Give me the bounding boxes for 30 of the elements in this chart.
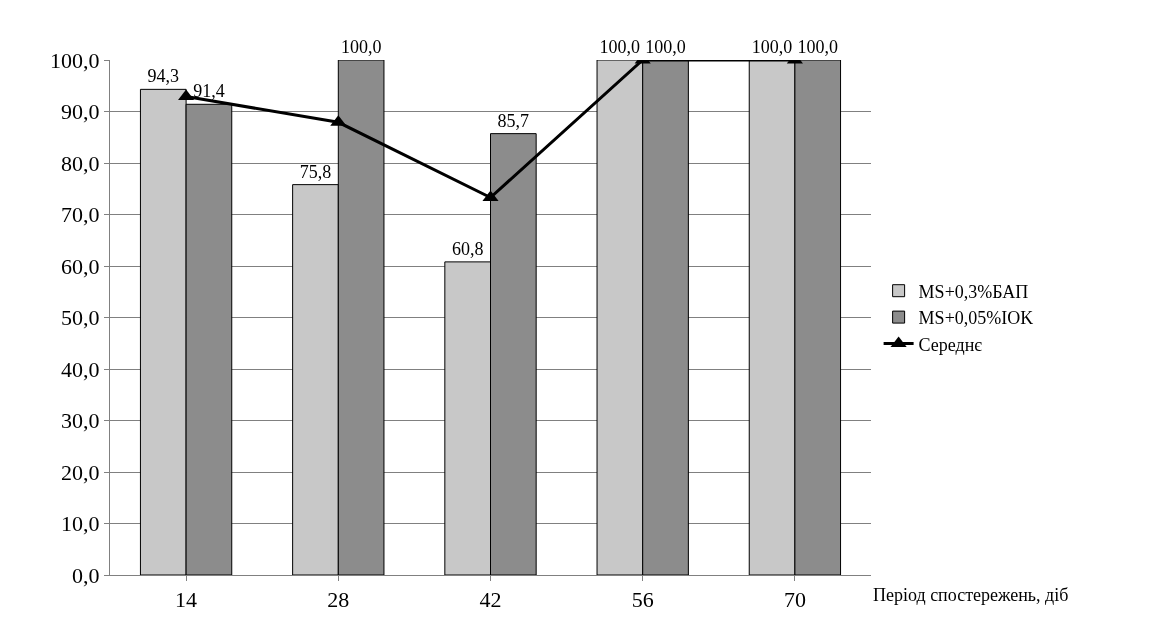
x-tick-label: 56 bbox=[631, 587, 654, 613]
legend-label: MS+0,05%IOK bbox=[918, 308, 1034, 329]
y-tick-label: 50,0 bbox=[61, 305, 100, 331]
x-tick-label: 42 bbox=[479, 587, 502, 613]
data-label: 100,0 bbox=[599, 37, 641, 57]
y-tick-label: 70,0 bbox=[61, 202, 100, 228]
y-tick-label: 40,0 bbox=[61, 356, 100, 382]
y-tick-label: 60,0 bbox=[61, 253, 100, 279]
y-tick-label: 80,0 bbox=[61, 150, 100, 176]
data-label: 100,0 bbox=[645, 37, 686, 57]
x-axis-title: Період спостережень, діб bbox=[873, 585, 1069, 605]
x-tick-label: 14 bbox=[175, 587, 198, 613]
y-tick-label: 20,0 bbox=[61, 459, 100, 485]
data-label: 75,8 bbox=[299, 161, 332, 182]
legend-label: Середнє bbox=[918, 334, 983, 355]
data-label: 91,4 bbox=[193, 81, 225, 102]
data-label: 100,0 bbox=[751, 37, 793, 57]
x-tick-label: 28 bbox=[327, 587, 350, 613]
data-label: 94,3 bbox=[147, 66, 180, 87]
y-tick-label: 100,0 bbox=[50, 47, 100, 73]
legend-label: MS+0,3%БАП bbox=[918, 281, 1029, 302]
y-tick-label: 30,0 bbox=[61, 408, 100, 434]
x-tick-label: 70 bbox=[783, 587, 806, 613]
data-label: 100,0 bbox=[340, 37, 382, 57]
data-label: 85,7 bbox=[497, 110, 530, 131]
data-label: 100,0 bbox=[797, 37, 838, 57]
y-tick-label: 90,0 bbox=[61, 99, 100, 125]
y-tick-label: 10,0 bbox=[61, 511, 100, 537]
y-tick-label: 0,0 bbox=[72, 562, 100, 588]
data-label: 60,8 bbox=[451, 238, 484, 259]
